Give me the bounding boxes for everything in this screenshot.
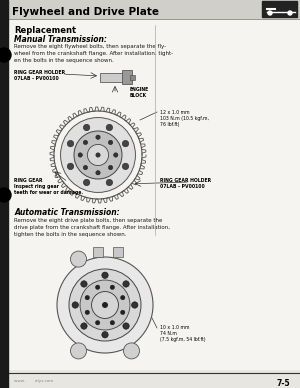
- Bar: [122, 70, 132, 84]
- Circle shape: [87, 144, 109, 166]
- Circle shape: [132, 302, 138, 308]
- Circle shape: [67, 163, 74, 170]
- Bar: [93, 247, 103, 257]
- Circle shape: [124, 343, 140, 359]
- Circle shape: [102, 302, 108, 308]
- Bar: [130, 75, 135, 80]
- Text: 7-5: 7-5: [276, 379, 290, 388]
- Text: Remove the eight drive plate bolts, then separate the
drive plate from the crank: Remove the eight drive plate bolts, then…: [14, 218, 170, 237]
- Text: Flywheel and Drive Plate: Flywheel and Drive Plate: [12, 7, 159, 17]
- Bar: [8, 0, 300, 18]
- Circle shape: [83, 165, 88, 170]
- Circle shape: [70, 343, 86, 359]
- Circle shape: [92, 291, 118, 319]
- Text: RING GEAR HOLDER
07LAB - PV00100: RING GEAR HOLDER 07LAB - PV00100: [14, 70, 65, 81]
- Circle shape: [268, 11, 272, 15]
- Circle shape: [57, 257, 153, 353]
- Circle shape: [95, 152, 101, 158]
- Circle shape: [78, 153, 82, 157]
- Bar: [113, 247, 123, 257]
- Circle shape: [70, 251, 86, 267]
- Text: www.        alys.com: www. alys.com: [14, 379, 53, 383]
- Circle shape: [67, 140, 74, 147]
- Circle shape: [110, 320, 115, 325]
- Circle shape: [83, 124, 90, 131]
- Circle shape: [108, 165, 113, 170]
- Circle shape: [80, 280, 130, 330]
- Circle shape: [102, 332, 108, 338]
- Text: Manual Transmission:: Manual Transmission:: [14, 35, 107, 44]
- Circle shape: [288, 11, 292, 15]
- Text: RING GEAR
Inspect ring gear
teeth for wear or damage.: RING GEAR Inspect ring gear teeth for we…: [14, 178, 83, 196]
- Circle shape: [85, 295, 89, 300]
- Text: 12 x 1.0 mm
103 N.m (10.5 kgf.m,
76 lbf.ft): 12 x 1.0 mm 103 N.m (10.5 kgf.m, 76 lbf.…: [160, 110, 209, 127]
- Circle shape: [74, 131, 122, 179]
- Circle shape: [96, 171, 100, 175]
- Circle shape: [85, 310, 89, 315]
- Circle shape: [121, 295, 125, 300]
- Text: RING GEAR HOLDER
07LAB - PV00100: RING GEAR HOLDER 07LAB - PV00100: [160, 178, 211, 189]
- Text: 10 x 1.0 mm
74 N.m
(7.5 kgf.m, 54 lbf.ft): 10 x 1.0 mm 74 N.m (7.5 kgf.m, 54 lbf.ft…: [160, 325, 206, 342]
- Circle shape: [69, 269, 141, 341]
- Circle shape: [106, 124, 112, 131]
- Circle shape: [108, 140, 113, 145]
- Circle shape: [121, 310, 125, 315]
- Circle shape: [122, 163, 129, 170]
- Text: Automatic Transmission:: Automatic Transmission:: [14, 208, 120, 217]
- Circle shape: [72, 302, 78, 308]
- Bar: [0, 0, 8, 388]
- Circle shape: [122, 140, 129, 147]
- Text: ENGINE
BLOCK: ENGINE BLOCK: [130, 87, 149, 98]
- Circle shape: [81, 323, 87, 329]
- Circle shape: [114, 153, 118, 157]
- Circle shape: [110, 285, 115, 289]
- Text: Remove the eight flywheel bolts, then separate the fly-
wheel from the crankshaf: Remove the eight flywheel bolts, then se…: [14, 44, 173, 63]
- Circle shape: [0, 188, 11, 202]
- Circle shape: [83, 140, 88, 145]
- Circle shape: [95, 320, 100, 325]
- Bar: [100, 73, 128, 82]
- Circle shape: [96, 135, 100, 139]
- Text: Replacement: Replacement: [14, 26, 76, 35]
- Circle shape: [83, 179, 90, 186]
- Bar: [262, 1, 297, 17]
- Circle shape: [95, 285, 100, 289]
- Circle shape: [123, 323, 129, 329]
- Circle shape: [123, 281, 129, 287]
- Circle shape: [106, 179, 112, 186]
- Circle shape: [61, 118, 135, 192]
- Circle shape: [0, 48, 11, 62]
- Circle shape: [81, 281, 87, 287]
- Circle shape: [102, 272, 108, 279]
